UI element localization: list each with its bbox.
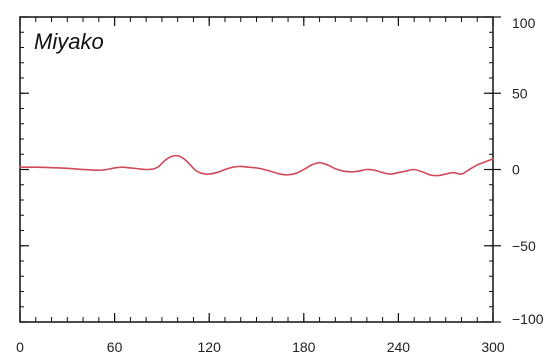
x-tick-label: 60 <box>107 339 123 355</box>
x-tick-labels: 0 60 120 180 240 300 <box>16 339 505 355</box>
x-major-ticks <box>19 17 494 322</box>
y-tick-label: −100 <box>512 311 544 327</box>
x-tick-label: 0 <box>16 339 24 355</box>
y-tick-label: 50 <box>512 85 528 101</box>
y-tick-label: 100 <box>512 15 536 31</box>
series-line <box>19 154 494 177</box>
y-major-ticks <box>20 16 501 323</box>
x-tick-label: 300 <box>481 339 505 355</box>
x-tick-label: 180 <box>292 339 316 355</box>
y-tick-label: −50 <box>512 238 536 254</box>
y-tick-labels: 100 50 0 −50 −100 <box>512 15 544 327</box>
x-tick-label: 240 <box>387 339 411 355</box>
x-tick-label: 120 <box>198 339 222 355</box>
y-tick-label: 0 <box>512 162 520 178</box>
panel-title: Miyako <box>34 29 104 54</box>
